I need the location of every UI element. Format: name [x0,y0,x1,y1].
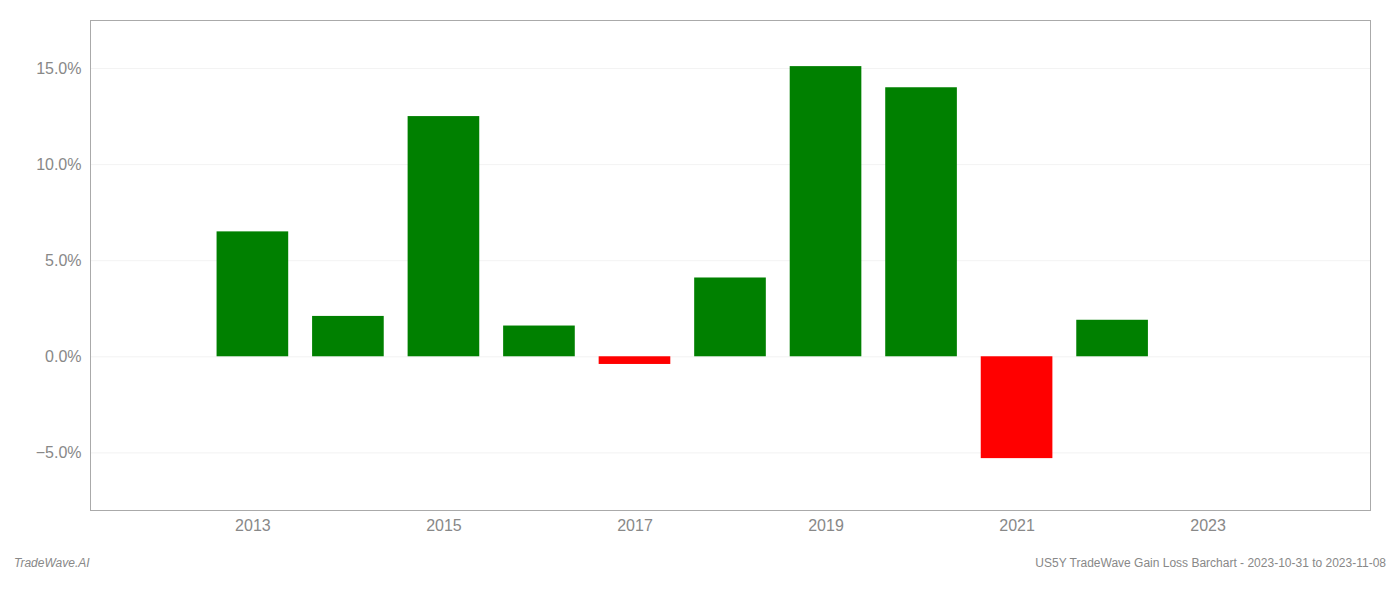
svg-text:0.0%: 0.0% [45,348,81,365]
svg-text:2017: 2017 [617,517,653,534]
svg-text:2019: 2019 [808,517,844,534]
svg-text:2015: 2015 [426,517,462,534]
svg-text:2021: 2021 [999,517,1035,534]
svg-text:2023: 2023 [1190,517,1226,534]
svg-text:5.0%: 5.0% [45,252,81,269]
svg-text:2013: 2013 [235,517,271,534]
svg-text:15.0%: 15.0% [36,60,81,77]
svg-text:−5.0%: −5.0% [36,444,82,461]
svg-text:10.0%: 10.0% [36,156,81,173]
html-text:TradeWave.AI: TradeWave.AI [14,556,90,570]
html-text:US5Y TradeWave Gain Loss Barch: US5Y TradeWave Gain Loss Barchart - 2023… [1035,556,1386,570]
